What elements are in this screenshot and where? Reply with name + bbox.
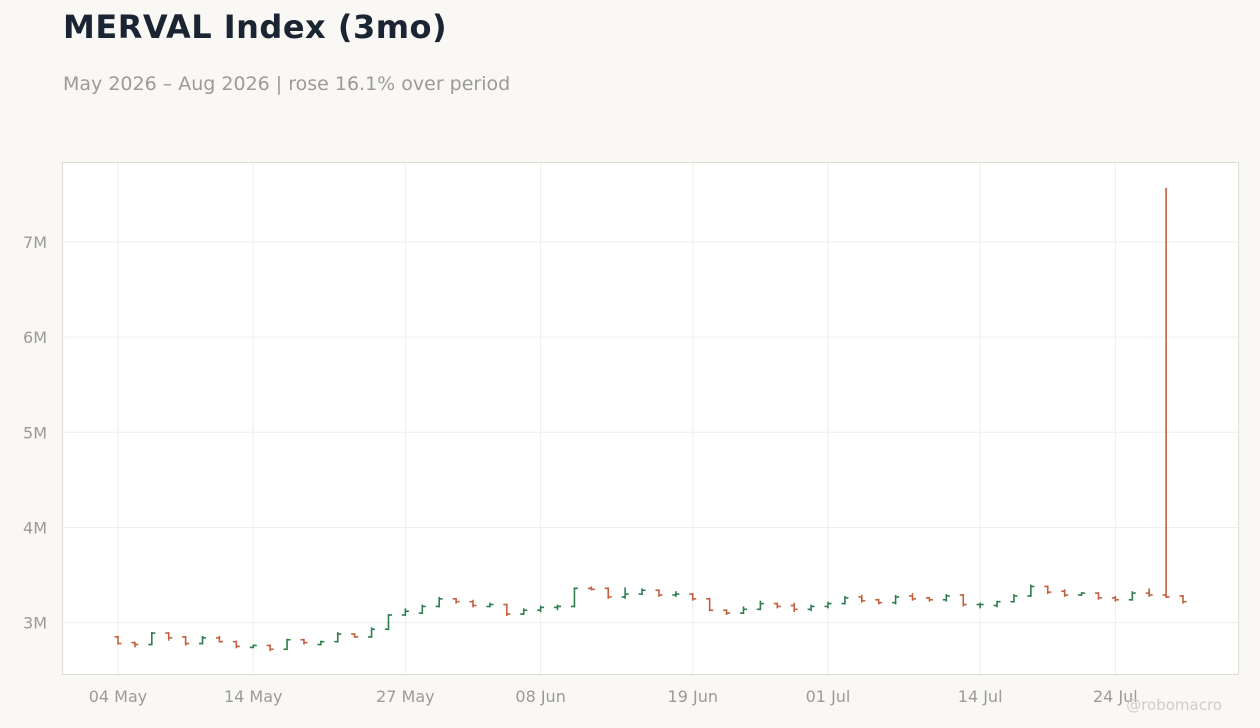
ohlc-bar	[384, 614, 392, 631]
x-tick-label: 04 May	[89, 687, 148, 706]
ohlc-bar	[959, 594, 967, 607]
ohlc-bar	[976, 602, 984, 609]
ohlc-bar	[469, 599, 477, 608]
ohlc-bar	[232, 640, 240, 649]
ohlc-bar	[925, 596, 933, 602]
ohlc-bar	[1061, 589, 1069, 597]
ohlc-bar	[1128, 591, 1136, 601]
ohlc-bar	[706, 597, 714, 612]
ohlc-bar	[824, 601, 832, 609]
ohlc-bar	[334, 632, 342, 643]
ohlc-bar	[1111, 595, 1119, 602]
ohlc-bar	[537, 605, 545, 613]
ohlc-bar	[317, 640, 325, 646]
ohlc-bar	[993, 600, 1001, 608]
ohlc-bar	[875, 598, 883, 605]
ohlc-bar	[570, 587, 578, 608]
ohlc-bar	[554, 604, 562, 611]
ohlc-bar	[368, 627, 376, 638]
ohlc-bar	[587, 586, 595, 591]
ohlc-bar	[114, 635, 122, 645]
y-tick-label: 3M	[23, 614, 47, 633]
ohlc-bar	[1078, 592, 1086, 596]
ohlc-bar	[858, 595, 866, 603]
gridlines	[63, 163, 1238, 674]
ohlc-bar	[1044, 585, 1052, 595]
ohlc-bar	[604, 587, 612, 599]
x-tick-label: 14 May	[224, 687, 283, 706]
ohlc-bar	[790, 602, 798, 613]
x-tick-label: 08 Jun	[515, 687, 565, 706]
ohlc-bar	[300, 638, 308, 645]
x-axis: 04 May 14 May 27 May 08 Jun 19 Jun 01 Jul 14 J…	[89, 687, 1138, 706]
y-tick-label: 7M	[23, 233, 47, 252]
ohlc-bar	[199, 635, 207, 645]
ohlc-bar	[435, 596, 443, 608]
ohlc-bar	[689, 593, 697, 601]
ohlc-bar	[351, 633, 359, 638]
ohlc-bar	[841, 595, 849, 605]
ohlc-bar	[401, 608, 409, 616]
ohlc-bar	[520, 608, 528, 616]
ohlc-bar	[182, 635, 190, 646]
ohlc-bar	[418, 604, 426, 615]
ohlc-bar	[739, 606, 747, 615]
ohlc-bar	[773, 602, 781, 609]
ohlc-bar	[1162, 187, 1170, 598]
ohlc-bar	[1027, 584, 1035, 597]
chart-subtitle: May 2026 – Aug 2026 | rose 16.1% over pe…	[63, 73, 511, 95]
x-tick-label: 27 May	[376, 687, 435, 706]
ohlc-bar	[756, 600, 764, 611]
ohlc-bar	[1179, 595, 1187, 604]
y-tick-label: 4M	[23, 518, 47, 537]
x-tick-label: 14 Jul	[958, 687, 1003, 706]
chart-title: MERVAL Index (3mo)	[63, 8, 448, 46]
ohlc-bar	[503, 603, 511, 616]
ohlc-bar	[909, 593, 917, 601]
ohlc-bars	[114, 187, 1187, 652]
ohlc-bar	[486, 602, 494, 608]
ohlc-bar	[942, 594, 950, 602]
ohlc-bar	[723, 609, 731, 616]
watermark: @robomacro	[1126, 696, 1222, 714]
ohlc-bar	[1010, 594, 1018, 603]
ohlc-bar	[621, 587, 629, 599]
ohlc-bar	[131, 641, 139, 648]
ohlc-bar	[249, 644, 257, 649]
ohlc-bar	[165, 632, 173, 641]
ohlc-bar	[638, 588, 646, 596]
ohlc-bar	[283, 638, 291, 651]
x-tick-label: 24 Jul	[1093, 687, 1138, 706]
x-tick-label: 19 Jun	[668, 687, 718, 706]
x-tick-label: 01 Jul	[806, 687, 851, 706]
ohlc-bar	[655, 589, 663, 597]
y-tick-label: 5M	[23, 423, 47, 442]
y-tick-label: 6M	[23, 328, 47, 347]
ohlc-bar	[892, 595, 900, 605]
plot-area	[62, 162, 1239, 675]
ohlc-bar	[1094, 592, 1102, 600]
ohlc-bar	[215, 635, 223, 643]
ohlc-bar	[148, 632, 156, 646]
ohlc-bar	[672, 591, 680, 597]
ohlc-bar	[1145, 588, 1153, 597]
ohlc-bar	[266, 644, 274, 652]
y-axis: 3M 4M 5M 6M 7M	[23, 233, 47, 633]
ohlc-bar	[807, 604, 815, 612]
ohlc-bar	[452, 597, 460, 604]
